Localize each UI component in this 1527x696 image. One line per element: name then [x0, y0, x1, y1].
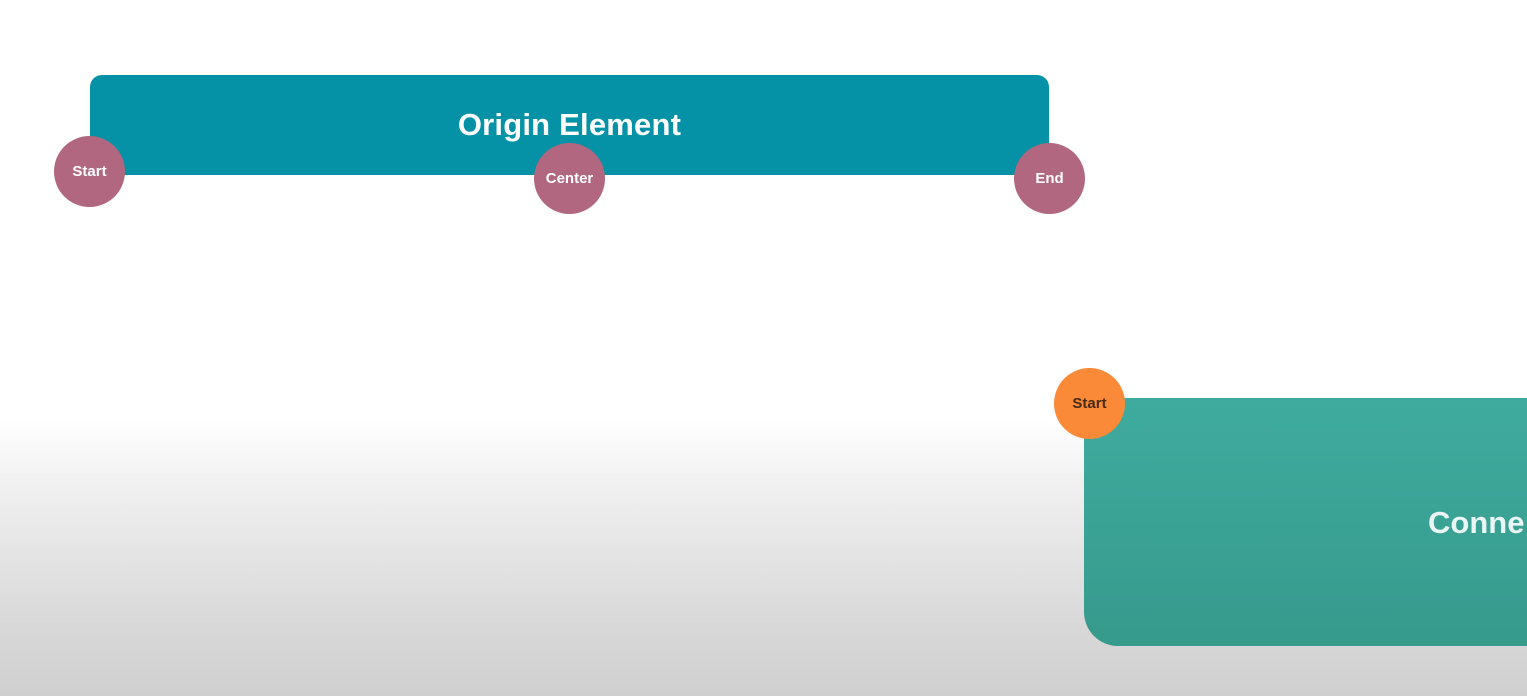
origin-end-anchor-label: End: [1035, 170, 1064, 187]
origin-start-anchor[interactable]: Start: [54, 136, 125, 207]
connected-start-anchor[interactable]: Start: [1054, 368, 1125, 439]
origin-element-title: Origin Element: [457, 107, 682, 142]
origin-end-anchor[interactable]: End: [1014, 143, 1085, 214]
origin-center-anchor-label: Center: [545, 170, 594, 187]
connected-element[interactable]: Conne: [1084, 398, 1527, 646]
origin-start-anchor-label: Start: [72, 163, 107, 180]
connected-element-title: Conne: [1428, 505, 1525, 540]
origin-center-anchor[interactable]: Center: [534, 143, 605, 214]
connected-start-anchor-label: Start: [1072, 395, 1107, 412]
